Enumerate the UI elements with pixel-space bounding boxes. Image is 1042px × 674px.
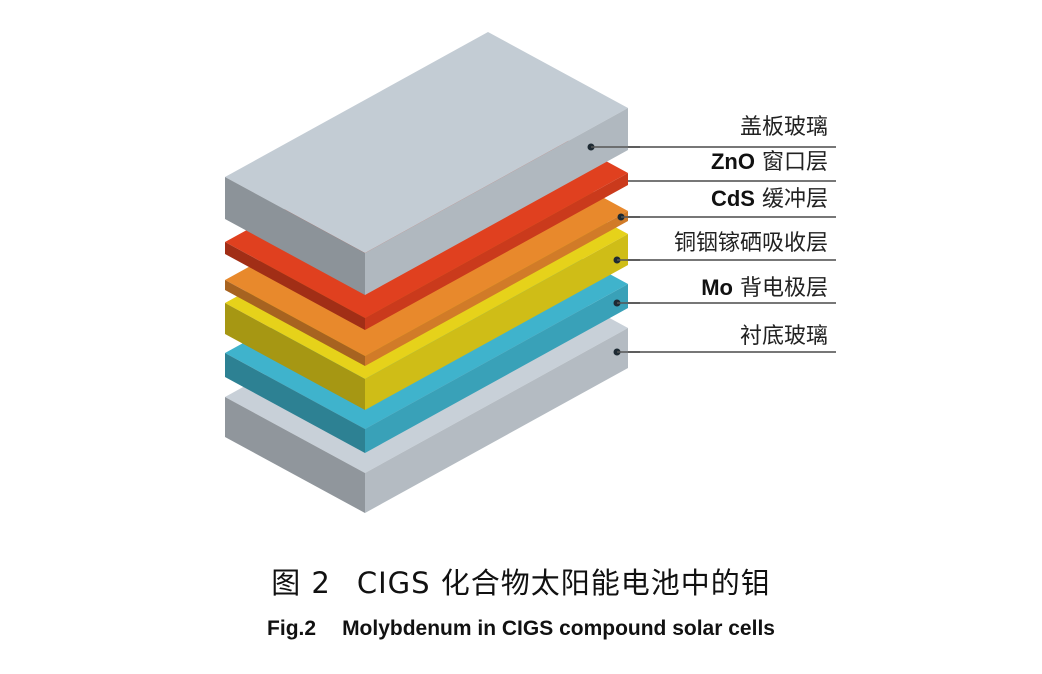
layer-right-substrate-glass — [365, 328, 628, 513]
layer-right-cigs-absorber — [365, 234, 628, 410]
label-mo-back-electrode: Mo 背电极层 — [701, 275, 828, 301]
layer-left-mo-back-electrode — [225, 353, 365, 453]
layer-left-cds-buffer — [225, 280, 365, 366]
caption-chinese: 图 2 CIGS 化合物太阳能电池中的钼 — [271, 566, 771, 600]
label-zno-window: ZnO 窗口层 — [710, 149, 828, 175]
layer-top-cover-glass — [225, 32, 628, 253]
caption-english: Fig.2 Molybdenum in CIGS compound solar c… — [267, 617, 775, 640]
layer-left-cover-glass — [225, 177, 365, 295]
layer-right-cover-glass — [365, 108, 628, 295]
layer-right-zno-window — [365, 173, 628, 330]
layer-left-cigs-absorber — [225, 303, 365, 410]
label-cover-glass: 盖板玻璃 — [739, 115, 828, 140]
label-substrate-glass: 衬底玻璃 — [739, 324, 828, 349]
label-cds-buffer: CdS 缓冲层 — [710, 186, 828, 212]
layer-right-mo-back-electrode — [365, 284, 628, 453]
label-cigs-absorber: 铜铟镓硒吸收层 — [673, 231, 828, 256]
layer-left-zno-window — [225, 242, 365, 330]
layer-left-substrate-glass — [225, 397, 365, 513]
layer-right-cds-buffer — [365, 211, 628, 366]
